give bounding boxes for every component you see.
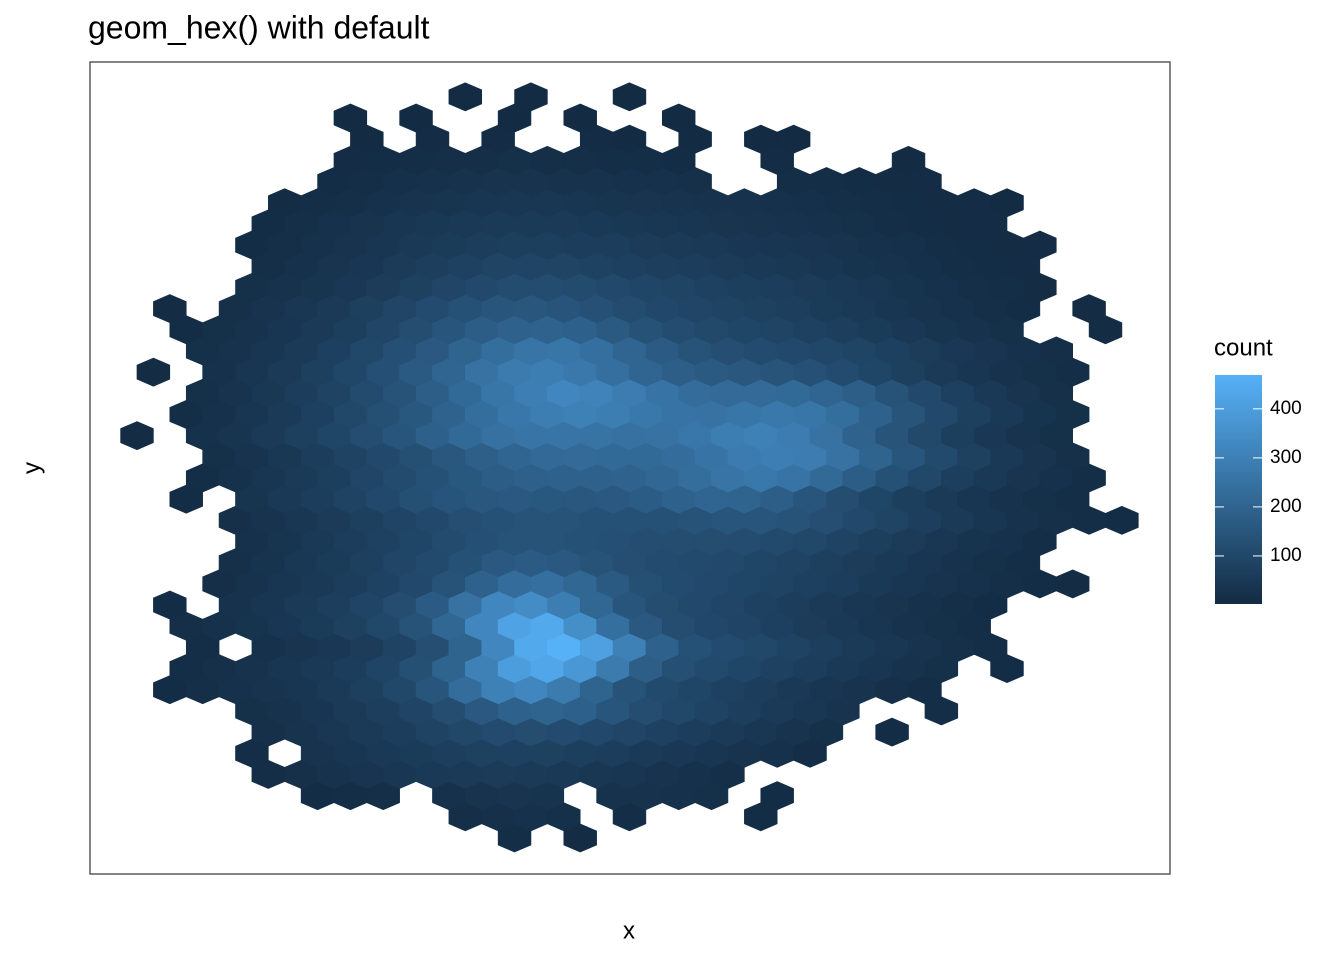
- hex-bin: [1023, 230, 1057, 260]
- hex-bin: [776, 124, 811, 154]
- panel-border: [89, 61, 1171, 875]
- hex-bin: [1055, 569, 1090, 599]
- hex-bin: [612, 82, 647, 112]
- hex-bin: [563, 103, 597, 133]
- hex-bin: [1039, 336, 1074, 366]
- hex-bin: [399, 103, 433, 133]
- hex-bin: [514, 82, 548, 112]
- hex-bin: [990, 188, 1024, 218]
- legend-title: count: [1214, 334, 1273, 361]
- hex-bin: [1105, 505, 1139, 535]
- chart-title: geom_hex() with default: [88, 9, 430, 45]
- hex-bin: [120, 421, 154, 451]
- legend: 100 200 300 400: [1215, 398, 1302, 566]
- y-axis-title: y: [18, 462, 45, 474]
- hex-bin: [612, 124, 647, 154]
- hex-bin: [153, 590, 187, 620]
- hex-bin: [333, 103, 368, 133]
- x-axis-title: x: [623, 917, 635, 944]
- legend-tick-label: 400: [1270, 398, 1302, 419]
- hex-bin: [661, 103, 696, 133]
- hex-bin: [891, 145, 926, 175]
- hex-bin: [760, 781, 794, 811]
- hex-bin: [1072, 294, 1106, 324]
- hexes: [120, 82, 1139, 853]
- hex-bin: [136, 357, 171, 387]
- legend-tick-label: 300: [1270, 447, 1302, 468]
- hex-bin: [875, 717, 909, 747]
- hex-bin: [153, 294, 187, 324]
- legend-tick-label: 100: [1270, 545, 1302, 566]
- colorbar: [1215, 375, 1262, 604]
- legend-tick-label: 200: [1270, 496, 1302, 517]
- hex-bin: [448, 82, 483, 112]
